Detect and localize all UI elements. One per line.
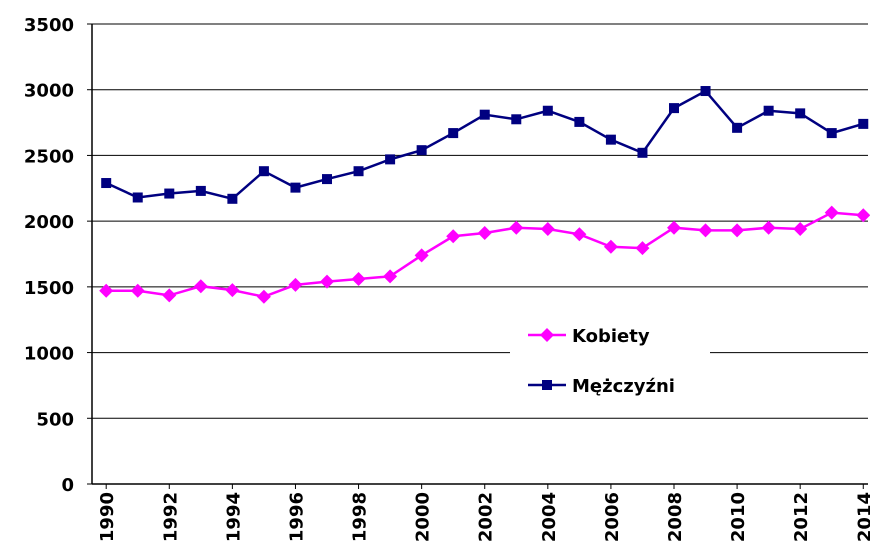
marker <box>477 225 492 240</box>
y-tick-label: 1000 <box>24 344 74 365</box>
marker <box>572 227 587 242</box>
marker <box>605 134 616 145</box>
marker <box>795 108 806 119</box>
x-tick-label: 1996 <box>286 492 307 542</box>
y-tick-label: 1500 <box>24 278 74 299</box>
marker <box>99 283 114 298</box>
marker <box>730 223 745 238</box>
marker <box>288 277 303 292</box>
marker <box>416 145 427 156</box>
marker <box>761 220 776 235</box>
y-tick-label: 2000 <box>24 212 74 233</box>
marker <box>353 166 364 177</box>
marker <box>698 223 713 238</box>
x-tick-label: 1998 <box>350 492 371 542</box>
marker <box>193 279 208 294</box>
marker <box>763 105 774 116</box>
series-line <box>106 211 864 299</box>
marker <box>164 188 175 199</box>
x-tick-label: 2012 <box>791 492 812 542</box>
series-line <box>105 89 864 201</box>
marker <box>667 220 681 235</box>
marker <box>856 208 870 223</box>
legend-box <box>510 312 710 408</box>
marker <box>858 118 869 129</box>
marker <box>700 86 711 97</box>
x-tick-label: 1990 <box>97 492 118 542</box>
marker <box>195 185 206 196</box>
marker <box>732 122 743 133</box>
marker <box>479 109 490 120</box>
marker <box>101 178 112 189</box>
marker <box>383 269 398 284</box>
x-tick-label: 2000 <box>413 492 434 542</box>
marker <box>509 220 524 235</box>
marker <box>322 174 333 185</box>
marker <box>542 380 552 390</box>
marker <box>446 229 461 244</box>
legend: Kobiety Mężczyźni <box>510 312 710 408</box>
marker <box>385 154 396 165</box>
x-tick-label: 2014 <box>854 492 870 542</box>
marker <box>225 283 240 298</box>
marker <box>793 222 808 237</box>
marker <box>603 239 618 254</box>
marker <box>511 114 522 125</box>
marker <box>635 241 650 256</box>
y-tick-label: 2500 <box>24 146 74 167</box>
marker <box>540 222 555 237</box>
marker <box>824 205 839 220</box>
marker <box>637 147 648 158</box>
marker <box>669 103 679 114</box>
x-tick-label: 2008 <box>665 492 686 542</box>
marker <box>227 193 238 204</box>
y-tick-label: 3000 <box>24 81 74 102</box>
marker <box>826 128 837 139</box>
marker <box>540 328 554 342</box>
marker <box>351 271 366 286</box>
x-tick-label: 2006 <box>602 492 623 542</box>
marker <box>130 283 145 298</box>
x-tick-label: 2004 <box>539 492 560 542</box>
marker <box>132 192 143 203</box>
y-tick-label: 3500 <box>24 15 74 36</box>
y-tick-label: 0 <box>61 475 74 496</box>
x-tick-label: 1992 <box>160 492 181 542</box>
marker <box>320 274 335 289</box>
marker <box>448 128 459 139</box>
marker <box>574 116 585 127</box>
marker <box>542 105 553 116</box>
legend-label: Kobiety <box>572 326 650 347</box>
marker <box>290 182 301 193</box>
marker <box>256 289 271 304</box>
y-tick-label: 500 <box>36 409 74 430</box>
marker <box>414 248 429 263</box>
legend-label: Mężczyźni <box>572 376 675 397</box>
x-tick-label: 1994 <box>223 492 244 542</box>
marker <box>162 288 177 303</box>
marker <box>258 166 269 177</box>
x-tick-label: 2010 <box>728 492 749 542</box>
x-tick-label: 2002 <box>476 492 497 542</box>
